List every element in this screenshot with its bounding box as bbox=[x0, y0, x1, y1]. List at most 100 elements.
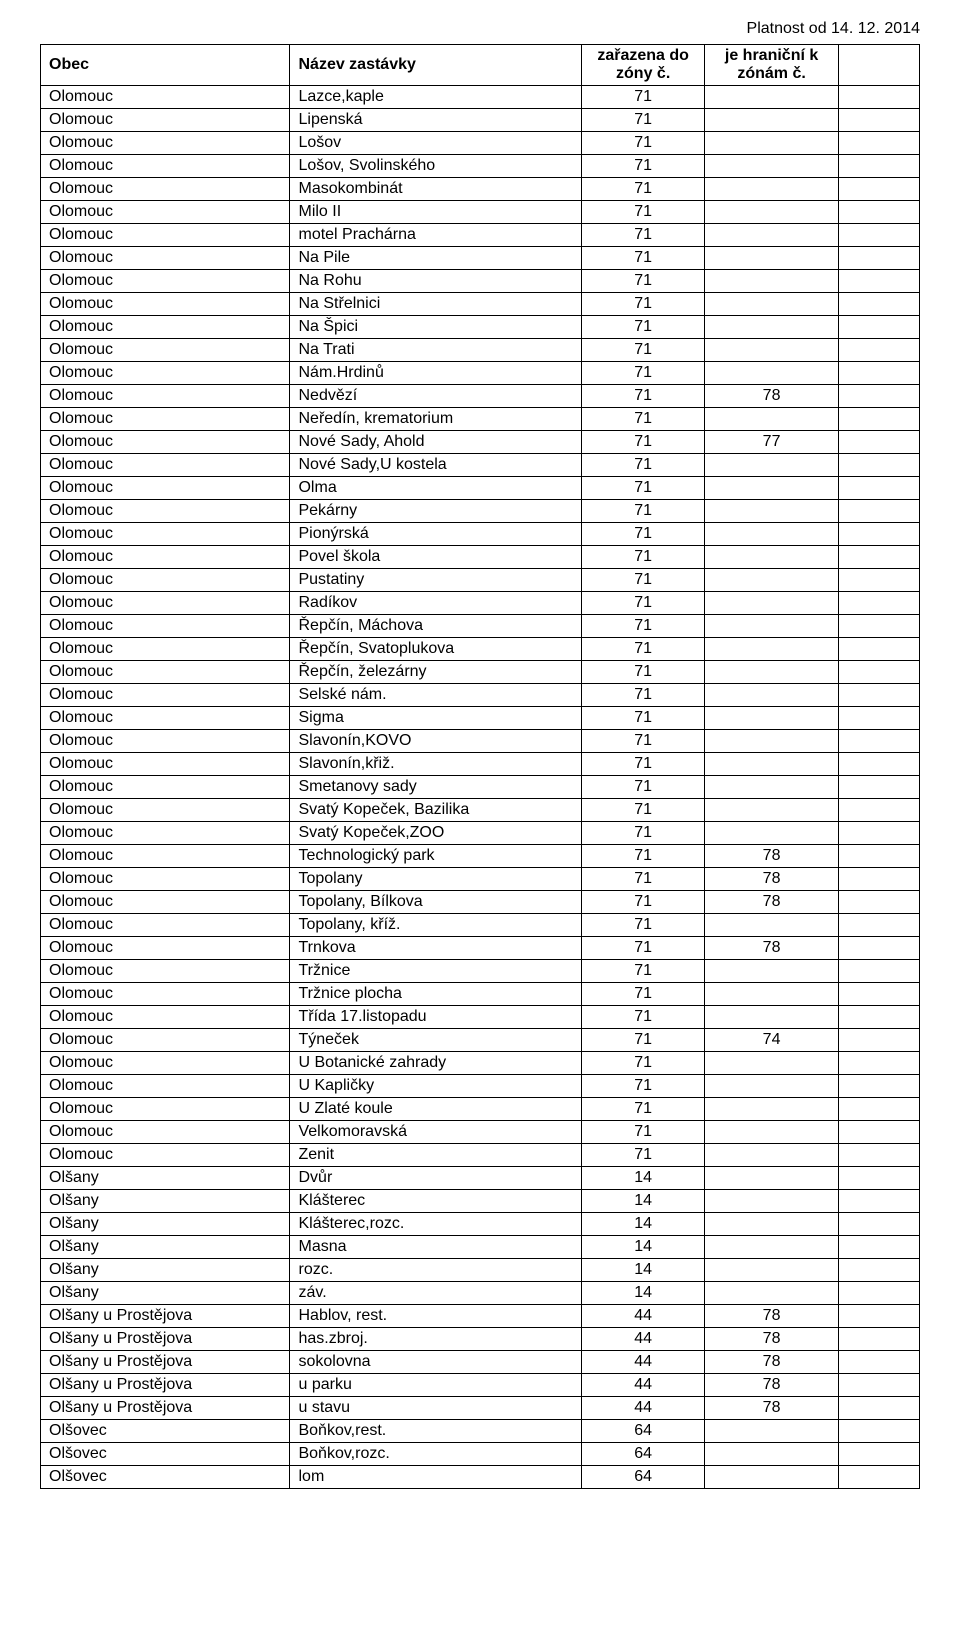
table-cell: Olomouc bbox=[41, 937, 290, 960]
table-cell: Povel škola bbox=[290, 546, 582, 569]
table-cell bbox=[838, 477, 919, 500]
table-row: OlomoucPustatiny71 bbox=[41, 569, 920, 592]
table-cell bbox=[838, 201, 919, 224]
table-cell: Olomouc bbox=[41, 1121, 290, 1144]
table-cell: 44 bbox=[582, 1351, 705, 1374]
table-row: OlomoucLošov71 bbox=[41, 132, 920, 155]
table-cell: 71 bbox=[582, 1052, 705, 1075]
table-cell: 71 bbox=[582, 661, 705, 684]
table-cell bbox=[705, 1098, 839, 1121]
table-cell bbox=[838, 109, 919, 132]
table-cell: lom bbox=[290, 1466, 582, 1489]
table-cell: Olomouc bbox=[41, 339, 290, 362]
table-cell bbox=[838, 845, 919, 868]
table-cell: 64 bbox=[582, 1443, 705, 1466]
table-cell: Velkomoravská bbox=[290, 1121, 582, 1144]
table-cell: Olšany bbox=[41, 1190, 290, 1213]
table-cell: Na Pile bbox=[290, 247, 582, 270]
table-cell bbox=[705, 1466, 839, 1489]
table-cell: 71 bbox=[582, 178, 705, 201]
table-row: OlšanyMasna14 bbox=[41, 1236, 920, 1259]
table-cell: has.zbroj. bbox=[290, 1328, 582, 1351]
table-cell: U Kapličky bbox=[290, 1075, 582, 1098]
table-cell bbox=[705, 523, 839, 546]
table-cell: Olomouc bbox=[41, 960, 290, 983]
table-cell bbox=[705, 1167, 839, 1190]
table-cell: Olšovec bbox=[41, 1466, 290, 1489]
table-cell bbox=[705, 546, 839, 569]
table-cell: 71 bbox=[582, 293, 705, 316]
table-cell: Olma bbox=[290, 477, 582, 500]
table-cell: Olšany u Prostějova bbox=[41, 1397, 290, 1420]
table-cell: 71 bbox=[582, 224, 705, 247]
table-cell bbox=[705, 293, 839, 316]
table-cell: Olomouc bbox=[41, 569, 290, 592]
table-cell: 71 bbox=[582, 431, 705, 454]
table-row: OlomoucNové Sady,U kostela71 bbox=[41, 454, 920, 477]
table-cell bbox=[838, 1075, 919, 1098]
table-cell: 14 bbox=[582, 1236, 705, 1259]
table-row: OlomoucLazce,kaple71 bbox=[41, 86, 920, 109]
table-cell: Na Střelnici bbox=[290, 293, 582, 316]
table-cell: 78 bbox=[705, 385, 839, 408]
table-cell: 44 bbox=[582, 1374, 705, 1397]
table-row: OlomoucTržnice71 bbox=[41, 960, 920, 983]
table-cell: Olomouc bbox=[41, 454, 290, 477]
table-cell: 14 bbox=[582, 1259, 705, 1282]
table-cell bbox=[838, 1121, 919, 1144]
table-row: OlomoucSmetanovy sady71 bbox=[41, 776, 920, 799]
table-cell bbox=[705, 776, 839, 799]
table-cell bbox=[838, 1213, 919, 1236]
table-cell: Olomouc bbox=[41, 132, 290, 155]
table-row: OlomoucTopolany, kříž.71 bbox=[41, 914, 920, 937]
table-cell: Boňkov,rozc. bbox=[290, 1443, 582, 1466]
table-cell bbox=[705, 1259, 839, 1282]
table-row: OlomoucLipenská71 bbox=[41, 109, 920, 132]
table-cell: Nám.Hrdinů bbox=[290, 362, 582, 385]
table-cell bbox=[838, 960, 919, 983]
table-cell: Olomouc bbox=[41, 178, 290, 201]
table-cell: 71 bbox=[582, 868, 705, 891]
table-cell: 71 bbox=[582, 592, 705, 615]
table-cell bbox=[838, 753, 919, 776]
table-cell bbox=[705, 1420, 839, 1443]
table-cell bbox=[705, 178, 839, 201]
table-cell bbox=[838, 776, 919, 799]
table-cell bbox=[705, 638, 839, 661]
table-row: OlomoucTopolany, Bílkova7178 bbox=[41, 891, 920, 914]
stops-table: Obec Název zastávky zařazena do zóny č. … bbox=[40, 44, 920, 1489]
table-cell: Olomouc bbox=[41, 247, 290, 270]
table-cell bbox=[705, 960, 839, 983]
table-cell: Olomouc bbox=[41, 1075, 290, 1098]
table-cell bbox=[838, 707, 919, 730]
table-row: Olšany u Prostějovahas.zbroj.4478 bbox=[41, 1328, 920, 1351]
col-header-nazev: Název zastávky bbox=[290, 45, 582, 86]
table-cell bbox=[705, 707, 839, 730]
table-cell: Olomouc bbox=[41, 1006, 290, 1029]
table-cell bbox=[838, 339, 919, 362]
table-row: OlomoucNové Sady, Ahold7177 bbox=[41, 431, 920, 454]
table-cell bbox=[705, 339, 839, 362]
table-cell: Technologický park bbox=[290, 845, 582, 868]
table-cell: Olomouc bbox=[41, 845, 290, 868]
table-row: OlomoucŘepčín, Máchova71 bbox=[41, 615, 920, 638]
table-cell bbox=[838, 799, 919, 822]
page: Platnost od 14. 12. 2014 Obec Název zast… bbox=[0, 0, 960, 1529]
table-cell bbox=[705, 362, 839, 385]
table-row: OlomoucU Zlaté koule71 bbox=[41, 1098, 920, 1121]
table-row: OlomoucNedvězí7178 bbox=[41, 385, 920, 408]
table-row: OlšanyKlášterec14 bbox=[41, 1190, 920, 1213]
table-cell: 71 bbox=[582, 1006, 705, 1029]
table-cell: Pionýrská bbox=[290, 523, 582, 546]
col-header-empty bbox=[838, 45, 919, 86]
table-cell: 71 bbox=[582, 891, 705, 914]
table-cell: Olomouc bbox=[41, 891, 290, 914]
table-cell bbox=[838, 224, 919, 247]
table-row: Olomoucmotel Prachárna71 bbox=[41, 224, 920, 247]
validity-text: Platnost od 14. 12. 2014 bbox=[40, 20, 920, 38]
table-row: OlomoucPekárny71 bbox=[41, 500, 920, 523]
table-cell bbox=[838, 638, 919, 661]
table-cell bbox=[705, 270, 839, 293]
table-row: OlomoucPovel škola71 bbox=[41, 546, 920, 569]
table-cell: Olšovec bbox=[41, 1443, 290, 1466]
